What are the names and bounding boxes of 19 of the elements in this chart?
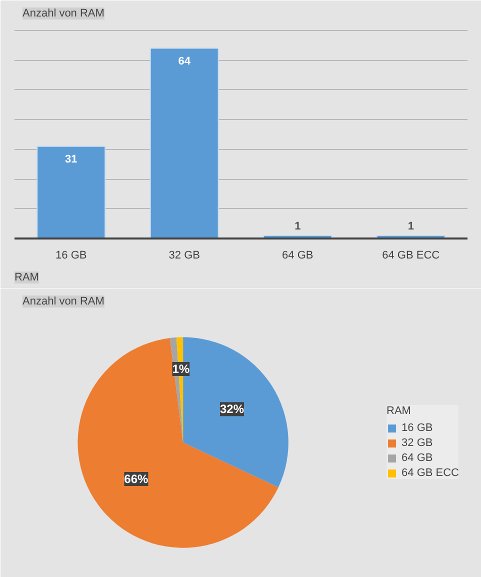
data-label: 1 <box>294 220 301 233</box>
legend-label: 64 GB <box>402 452 433 464</box>
data-label: 32% <box>220 402 244 416</box>
x-tick-label: 32 GB <box>168 250 200 262</box>
x-tick-label: 16 GB <box>56 250 87 262</box>
chart-title: Anzahl von RAM <box>22 296 104 308</box>
legend-label: 64 GB ECC <box>402 467 459 479</box>
data-label: 64 <box>178 55 192 68</box>
legend-label: 16 GB <box>402 422 433 434</box>
data-label: 1 <box>408 220 414 233</box>
chart-title: Anzahl von RAM <box>22 8 104 20</box>
legend-title: RAM <box>386 405 412 417</box>
legend-label: 32 GB <box>402 437 433 449</box>
x-axis-title: RAM <box>14 272 39 284</box>
x-tick-label: 64 GB ECC <box>382 250 440 262</box>
data-label: 1% <box>172 362 190 376</box>
data-label: 31 <box>65 153 78 166</box>
data-label: 66% <box>124 472 149 486</box>
x-tick-label: 64 GB <box>282 250 314 262</box>
